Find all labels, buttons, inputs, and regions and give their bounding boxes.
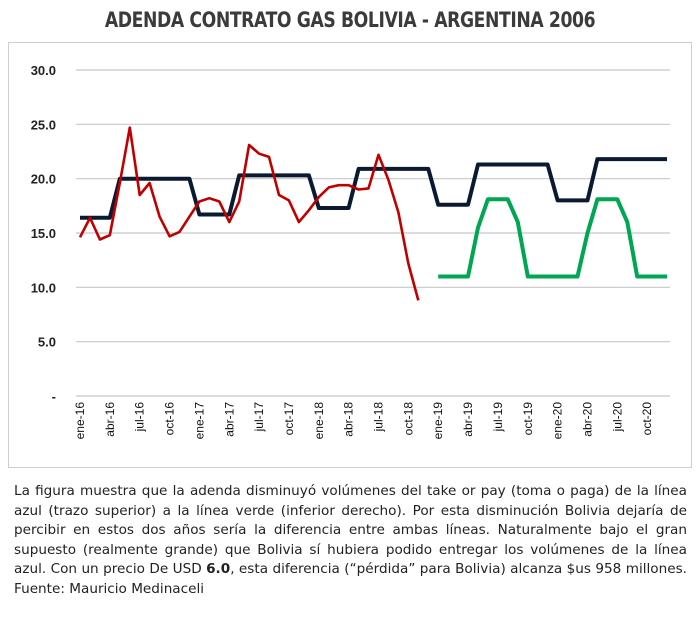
x-tick-label: abr-17 — [222, 402, 236, 437]
caption-part2: , esta diferencia (“pérdida” para Bolivi… — [14, 561, 687, 597]
x-tick-label: jul-17 — [252, 402, 266, 433]
x-tick-label: abr-20 — [580, 402, 594, 437]
gridlines — [76, 69, 670, 397]
y-axis-ticks: - 5.0 10.0 15.0 20.0 25.0 30.0 — [31, 63, 56, 404]
line-chart: - 5.0 10.0 15.0 20.0 25.0 30.0 ene-16 abr-16 jul… — [31, 63, 670, 440]
x-tick-label: jul-19 — [491, 402, 505, 433]
y-tick-label: 25.0 — [31, 117, 56, 132]
x-axis-ticks: ene-16 abr-16 jul-16 oct-16 ene-17 abr-17 jul-… — [73, 402, 654, 440]
x-tick-label: oct-20 — [640, 402, 654, 436]
series-lines — [78, 126, 667, 301]
series-line-red — [78, 126, 420, 301]
y-tick-label: 15.0 — [31, 226, 56, 241]
x-tick-label: jul-20 — [610, 402, 624, 433]
x-tick-label: oct-19 — [521, 402, 535, 436]
y-tick-label: 5.0 — [38, 335, 56, 350]
x-tick-label: ene-16 — [73, 402, 87, 440]
x-tick-label: oct-18 — [401, 402, 415, 436]
x-tick-label: oct-17 — [282, 402, 296, 436]
x-tick-label: jul-18 — [372, 402, 386, 433]
x-tick-label: ene-19 — [431, 402, 445, 440]
y-tick-label: - — [52, 389, 56, 404]
chart-title: ADENDA CONTRATO GAS BOLIVIA - ARGENTINA … — [104, 8, 596, 32]
x-tick-label: oct-16 — [163, 402, 177, 436]
x-tick-label: jul-16 — [133, 402, 147, 433]
x-tick-label: ene-18 — [312, 402, 326, 440]
caption-part1: La figura muestra que la adenda disminuy… — [14, 483, 687, 577]
chart-area — [8, 42, 692, 468]
y-tick-label: 20.0 — [31, 172, 56, 187]
x-tick-label: ene-17 — [192, 402, 206, 440]
x-tick-label: abr-18 — [342, 402, 356, 437]
series-line-green — [438, 197, 667, 279]
y-tick-label: 10.0 — [31, 280, 56, 295]
x-tick-label: ene-20 — [551, 402, 565, 440]
caption-price: 6.0 — [206, 561, 231, 577]
y-tick-label: 30.0 — [31, 63, 56, 78]
x-tick-label: abr-16 — [103, 402, 117, 437]
x-tick-label: abr-19 — [461, 402, 475, 437]
caption-text: La figura muestra que la adenda disminuy… — [14, 482, 687, 599]
